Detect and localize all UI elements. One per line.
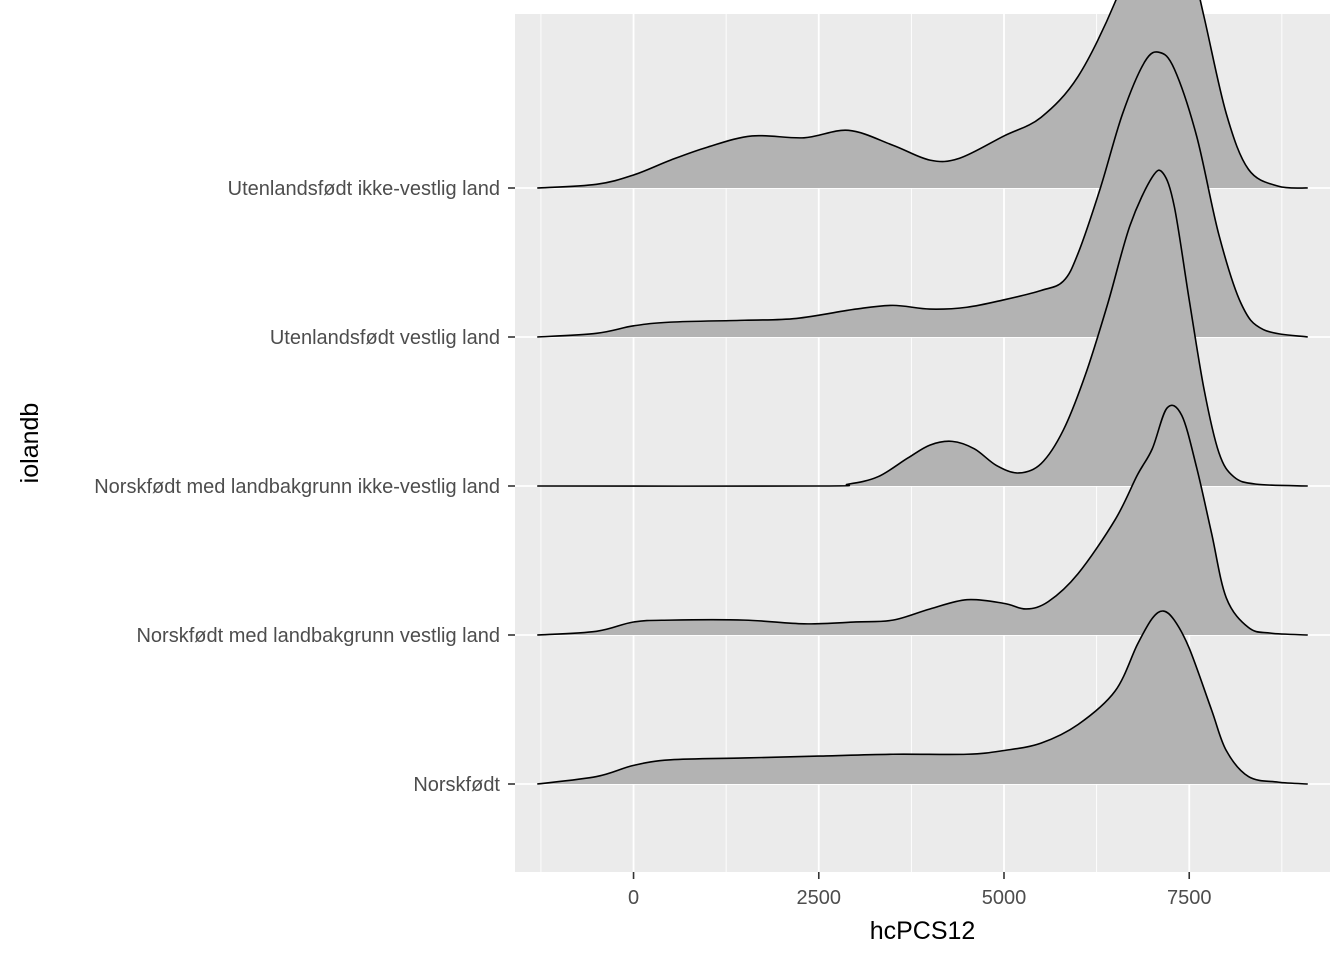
ridge-fill <box>537 405 1308 635</box>
ridge-1 <box>537 404 1308 636</box>
ridge-0 <box>537 610 1308 785</box>
y-tick-label: Utenlandsfødt vestlig land <box>270 327 500 349</box>
x-tick-label: 0 <box>628 887 639 909</box>
y-tick-label: Norskfødt med landbakgrunn vestlig land <box>136 625 500 647</box>
ridge-3 <box>537 51 1308 338</box>
x-tick-label: 7500 <box>1167 887 1212 909</box>
y-tick-label: Utenlandsfødt ikke-vestlig land <box>228 178 500 200</box>
x-axis: 0 2500 5000 7500 <box>628 872 1211 909</box>
ridges <box>537 0 1308 785</box>
ridge-outline <box>537 404 1308 636</box>
y-tick-label: Norskfødt med landbakgrunn ikke-vestlig … <box>94 476 500 498</box>
ridge-fill <box>537 170 1308 487</box>
ridge-outline <box>537 51 1308 338</box>
ridge-fill <box>537 610 1308 784</box>
ridge-2 <box>537 169 1308 487</box>
y-axis-title: iolandb <box>16 403 44 484</box>
ridge-outline <box>537 0 1308 189</box>
x-axis-title: hcPCS12 <box>870 917 976 945</box>
y-axis: Norskfødt Norskfødt med landbakgrunn vest… <box>94 178 515 796</box>
x-tick-label: 2500 <box>797 887 842 909</box>
ridge-outline <box>537 610 1308 785</box>
ridge-outline <box>537 169 1308 487</box>
ridge-fill <box>537 51 1308 337</box>
y-tick-label: Norskfødt <box>413 774 500 796</box>
x-tick-label: 5000 <box>982 887 1027 909</box>
